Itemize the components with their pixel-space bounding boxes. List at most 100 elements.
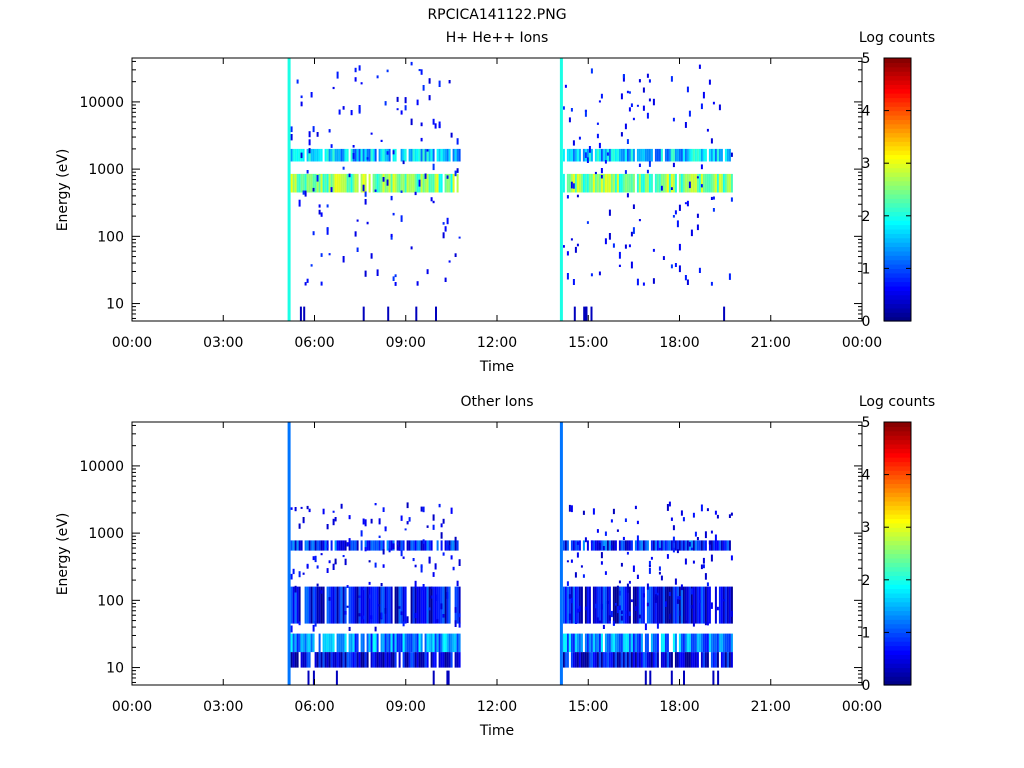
spectrogram-cell <box>416 99 419 106</box>
spectrogram-cell <box>382 507 385 512</box>
colorbar-step <box>884 228 911 234</box>
colorbar-step <box>884 645 911 651</box>
spectrogram-cell <box>600 652 603 668</box>
x-tick-label: 09:00 <box>386 335 426 351</box>
spectrogram-cell <box>604 160 607 164</box>
spectrogram-cell <box>670 173 673 193</box>
spectrogram-cell <box>398 546 401 551</box>
spectrogram-cell <box>638 586 641 624</box>
spectrogram-cell <box>340 586 343 624</box>
spectrogram-cell <box>290 507 293 510</box>
colorbar-step <box>884 242 911 248</box>
spectrogram-cell <box>628 244 631 248</box>
spectrogram-cell <box>376 540 379 551</box>
spectrogram-cell <box>434 563 437 570</box>
spectrogram-cell <box>700 540 703 551</box>
spectrogram-cell <box>704 621 707 626</box>
spectrogram-cell <box>723 306 726 321</box>
colorbar-step <box>884 132 911 138</box>
colorbar-tick-label: 3 <box>862 520 871 536</box>
spectrogram-cell <box>683 670 685 685</box>
spectrogram-cell <box>564 633 567 653</box>
spectrogram-cell <box>586 221 589 224</box>
spectrogram-cell <box>692 512 695 518</box>
spectrogram-cell <box>356 540 359 551</box>
spectrogram-cell <box>306 148 309 162</box>
spectrogram-cell <box>298 148 301 162</box>
spectrogram-cell <box>664 633 667 653</box>
spectrogram-cell <box>706 652 709 668</box>
spectrogram-cell <box>320 586 323 624</box>
colorbar-step <box>884 110 911 116</box>
spectrogram-cell <box>438 148 441 162</box>
spectrogram-cell <box>666 540 669 551</box>
spectrogram-cell <box>570 586 573 624</box>
spectrogram-cell <box>366 633 369 653</box>
spectrogram-cell <box>446 540 449 551</box>
spectrogram-cell <box>402 148 405 162</box>
spectrogram-cell <box>400 550 403 557</box>
spectrogram-cell <box>730 555 733 561</box>
spectrogram-cell <box>700 652 703 668</box>
spectrogram-cell <box>649 670 652 685</box>
spectrogram-cell <box>394 586 397 624</box>
spectrogram-cell <box>402 556 405 559</box>
spectrogram-cell <box>312 126 315 133</box>
spectrogram-cell <box>320 148 323 162</box>
spectrogram-cell <box>608 148 611 162</box>
spectrogram-cell <box>724 633 727 653</box>
spectrogram-cell <box>668 613 671 620</box>
spectrogram-cell <box>380 173 383 193</box>
spectrogram-cell <box>322 586 325 624</box>
spectrogram-cell <box>698 633 701 653</box>
spectrogram-cell <box>358 107 361 114</box>
spectrogram-cell <box>568 117 571 123</box>
spectrogram-cell <box>376 269 379 276</box>
spectrogram-cell <box>344 540 347 551</box>
spectrogram-cell <box>326 586 329 624</box>
spectrogram-cell <box>720 633 723 653</box>
spectrogram-cell <box>638 148 641 162</box>
spectrogram-cell <box>674 652 677 668</box>
spectrogram-cell <box>456 586 459 624</box>
spectrogram-cell <box>660 185 663 191</box>
spectrogram-cell <box>402 652 405 668</box>
spectrogram-cell <box>584 173 587 193</box>
spectrogram-cell <box>626 583 629 589</box>
spectrogram-cell <box>700 504 703 512</box>
spectrogram-cell <box>330 187 333 193</box>
spectrogram-cell <box>702 652 705 668</box>
spectrogram-cell <box>426 269 429 275</box>
spectrogram-cell <box>438 80 441 87</box>
spectrogram-cell <box>358 595 361 598</box>
spectrogram-cell <box>428 607 431 611</box>
spectrogram-cell <box>672 525 675 531</box>
spectrogram-cell <box>430 595 433 599</box>
colorbar-step <box>884 654 911 660</box>
spectrogram-cell <box>584 606 587 611</box>
spectrogram-cell <box>718 633 721 653</box>
spectrogram-cell <box>338 586 341 624</box>
spectrogram-cell <box>562 148 565 162</box>
spectrogram-cell <box>384 608 387 614</box>
spectrogram-cell <box>686 200 689 207</box>
spectrogram-cell <box>658 540 661 551</box>
spectrogram-cell <box>682 633 685 653</box>
spectrogram-cell <box>704 148 707 162</box>
spectrogram-cell <box>332 86 335 90</box>
spectrogram-cell <box>578 652 581 668</box>
spectrogram-cell <box>716 540 719 551</box>
y-tick-label: 10 <box>106 661 124 677</box>
spectrogram-cell <box>640 652 643 668</box>
spectrogram-cell <box>310 633 313 653</box>
spectrogram-cell <box>348 173 351 178</box>
spectrogram-cell <box>424 633 427 653</box>
spectrogram-cell <box>296 586 299 624</box>
spectrogram-cell <box>294 652 297 668</box>
spectrogram-cell <box>370 253 373 259</box>
spectrogram-cell <box>312 670 315 685</box>
spectrogram-cell <box>396 542 399 545</box>
spectrogram-cell <box>694 586 697 624</box>
spectrogram-cell <box>412 652 415 668</box>
spectrogram-cell <box>618 590 621 596</box>
